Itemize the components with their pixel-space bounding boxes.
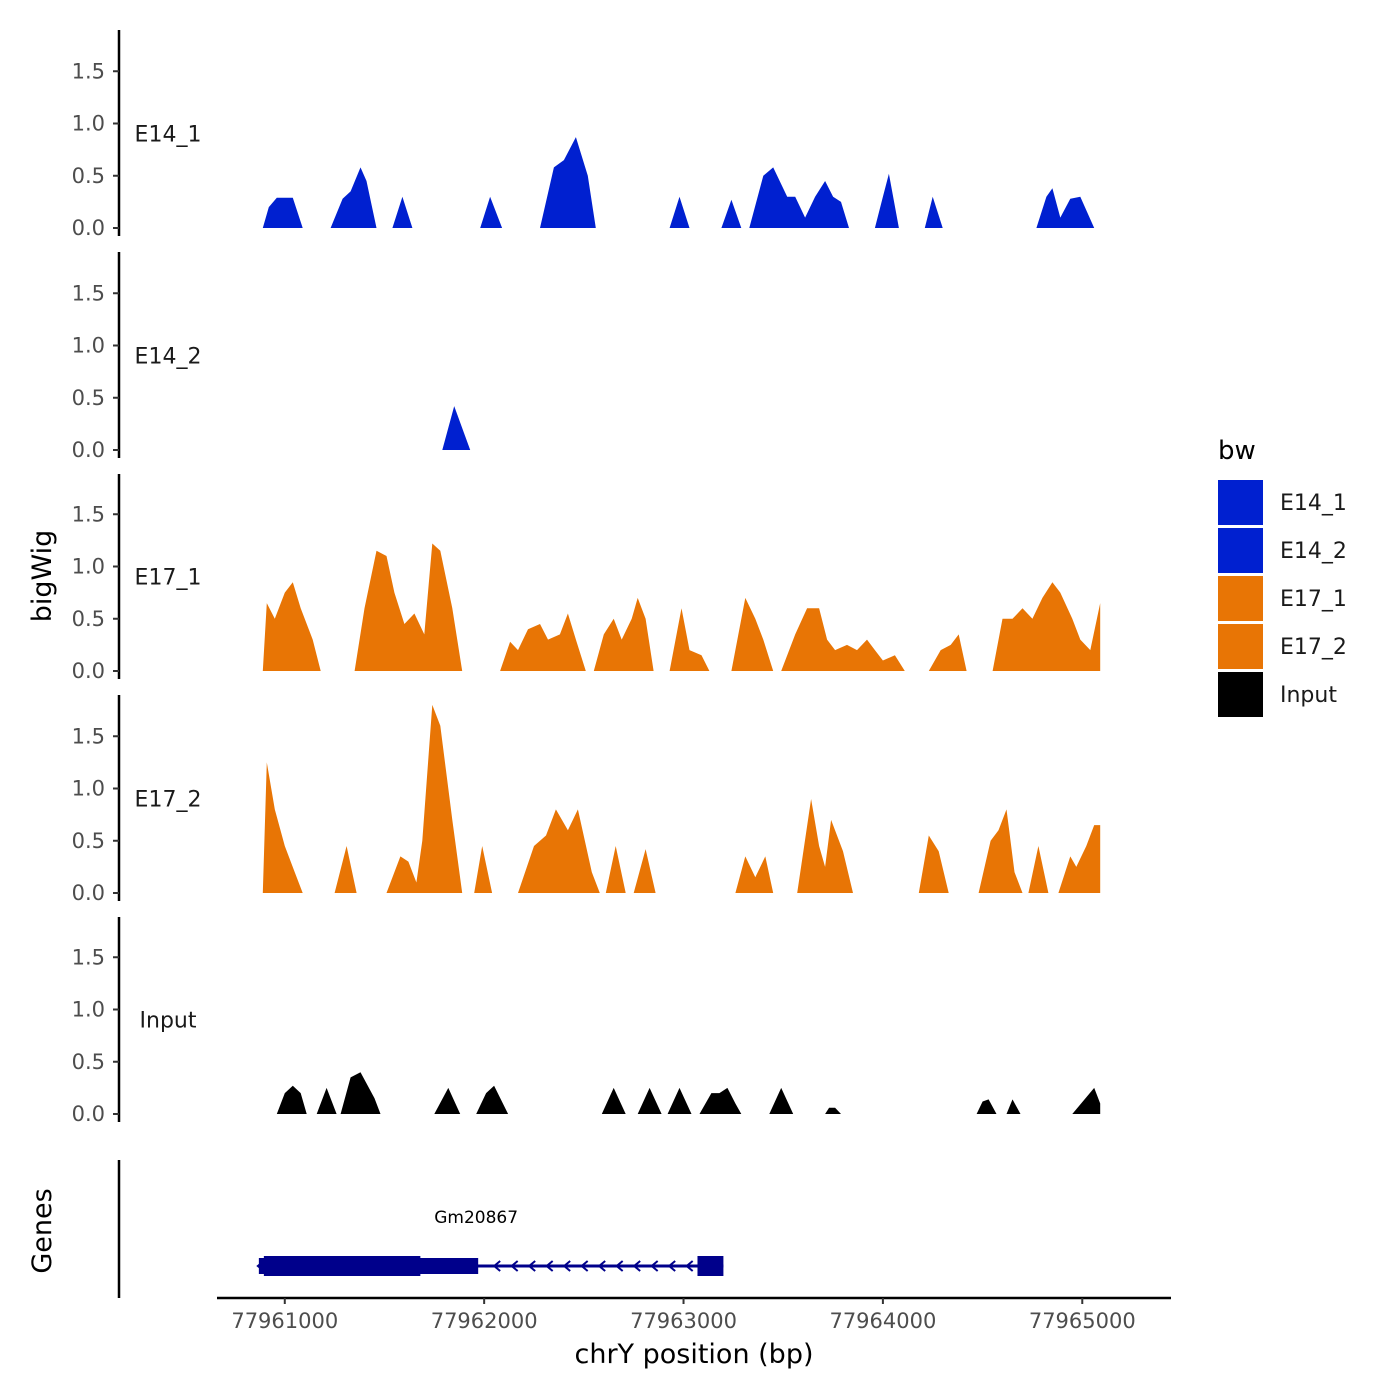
strand-arrow <box>615 1260 624 1272</box>
coverage-area <box>442 406 471 450</box>
y-tick-label: 1.0 <box>72 112 105 136</box>
legend-label: E17_1 <box>1280 587 1347 612</box>
genes-track: Gm20867 <box>117 1160 724 1298</box>
strand-arrow <box>632 1260 641 1272</box>
y-tick-label: 1.5 <box>72 724 105 748</box>
strand-arrow <box>256 1260 265 1272</box>
x-tick-label: 77962000 <box>431 1309 538 1333</box>
legend-swatch-e14_2 <box>1218 528 1263 573</box>
y-tick-label: 1.0 <box>72 998 105 1022</box>
legend-title: bw <box>1218 436 1256 466</box>
strand-arrow <box>650 1260 659 1272</box>
y-tick-label: 1.5 <box>72 59 105 83</box>
track-input: 0.0 0.5 1.0 1.5 Input <box>72 917 1101 1126</box>
strand-arrow <box>492 1260 501 1272</box>
gene-exon <box>263 1256 421 1276</box>
gene-name-label: Gm20867 <box>434 1208 518 1228</box>
y-tick-label: 1.5 <box>72 945 105 969</box>
y-tick-label: 0.0 <box>72 438 105 462</box>
coverage-area <box>276 1072 1101 1114</box>
y-tick-label: 0.0 <box>72 881 105 905</box>
x-axis: 77961000 77962000 77963000 77964000 77965000 <box>217 1296 1171 1333</box>
track-e17_1: 0.0 0.5 1.0 1.5 E17_1 <box>72 474 1101 683</box>
y-tick-label: 0.0 <box>72 216 105 240</box>
track-e14_1: 0.0 0.5 1.0 1.5 E14_1 <box>72 30 1095 240</box>
y-tick-label: 1.5 <box>72 281 105 305</box>
coverage-area <box>262 543 1101 671</box>
coverage-tracks: 0.0 0.5 1.0 1.5 E14_1 0.0 0.5 1.0 1.5 E14_2 0.0 0.5… <box>72 30 1101 1126</box>
track-e14_2: 0.0 0.5 1.0 1.5 E14_2 <box>72 252 471 462</box>
strand-arrow <box>510 1260 519 1272</box>
coverage-area <box>262 137 1095 228</box>
y-axis-title: bigWig <box>27 530 58 623</box>
legend-swatch-input <box>1218 672 1263 717</box>
strand-arrow <box>545 1260 554 1272</box>
strand-arrow <box>667 1260 676 1272</box>
track-label: E17_2 <box>135 788 202 813</box>
legend-swatch-e14_1 <box>1218 480 1263 525</box>
legend-swatch-e17_1 <box>1218 576 1263 621</box>
legend: bw E14_1 E14_2 E17_1 E17_2 Input <box>1218 436 1347 717</box>
y-tick-label: 0.5 <box>72 607 105 631</box>
y-tick-label: 1.0 <box>72 334 105 358</box>
y-tick-label: 0.5 <box>72 386 105 410</box>
track-e17_2: 0.0 0.5 1.0 1.5 E17_2 <box>72 695 1101 905</box>
genes-axis-title: Genes <box>27 1188 58 1273</box>
track-label: Input <box>140 1009 197 1034</box>
legend-label: Input <box>1280 683 1337 708</box>
coverage-area <box>262 704 1101 893</box>
legend-label: E17_2 <box>1280 635 1347 660</box>
y-tick-label: 1.0 <box>72 555 105 579</box>
track-label: E14_2 <box>135 345 202 370</box>
y-tick-label: 0.5 <box>72 1050 105 1074</box>
y-tick-label: 1.5 <box>72 502 105 526</box>
y-tick-label: 0.5 <box>72 164 105 188</box>
strand-arrow <box>527 1260 536 1272</box>
legend-label: E14_1 <box>1280 491 1347 516</box>
strand-arrow <box>685 1260 694 1272</box>
x-tick-label: 77963000 <box>630 1309 737 1333</box>
gene-exon <box>697 1256 724 1276</box>
y-tick-label: 1.0 <box>72 777 105 801</box>
track-label: E14_1 <box>135 123 202 148</box>
strand-arrow <box>580 1260 589 1272</box>
strand-arrow <box>562 1260 571 1272</box>
x-tick-label: 77964000 <box>829 1309 936 1333</box>
y-tick-label: 0.0 <box>72 659 105 683</box>
y-tick-label: 0.0 <box>72 1102 105 1126</box>
x-tick-label: 77961000 <box>231 1309 338 1333</box>
strand-arrow <box>597 1260 606 1272</box>
legend-label: E14_2 <box>1280 539 1347 564</box>
legend-swatch-e17_2 <box>1218 624 1263 669</box>
x-tick-label: 77965000 <box>1029 1309 1136 1333</box>
x-axis-title: chrY position (bp) <box>574 1339 813 1370</box>
track-label: E17_1 <box>135 566 202 591</box>
y-tick-label: 0.5 <box>72 829 105 853</box>
